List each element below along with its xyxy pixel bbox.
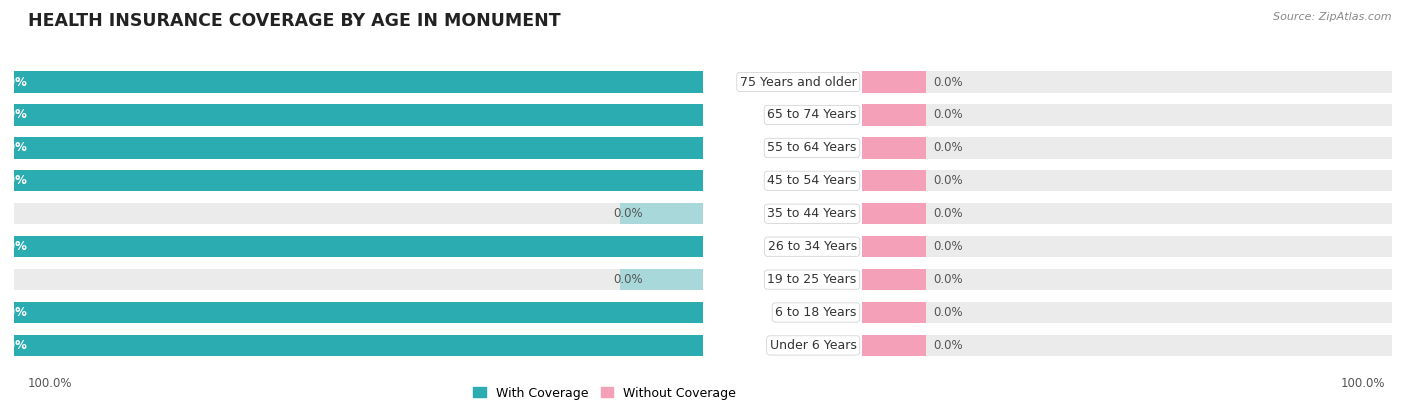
Text: 75 Years and older: 75 Years and older xyxy=(740,76,856,88)
Bar xyxy=(862,71,925,93)
Bar xyxy=(14,203,703,225)
Bar xyxy=(862,137,1392,159)
Bar xyxy=(14,269,703,290)
Bar xyxy=(862,71,1392,93)
Bar xyxy=(862,170,925,191)
Text: 0.0%: 0.0% xyxy=(934,207,963,220)
Text: 26 to 34 Years: 26 to 34 Years xyxy=(768,240,856,253)
Text: HEALTH INSURANCE COVERAGE BY AGE IN MONUMENT: HEALTH INSURANCE COVERAGE BY AGE IN MONU… xyxy=(28,12,561,30)
Bar xyxy=(862,137,925,159)
Bar xyxy=(14,302,703,323)
Text: Under 6 Years: Under 6 Years xyxy=(770,339,856,352)
Text: 0.0%: 0.0% xyxy=(613,273,643,286)
Bar xyxy=(14,137,703,159)
Bar xyxy=(620,269,703,290)
Text: 100.0%: 100.0% xyxy=(0,306,28,319)
Bar xyxy=(862,269,925,290)
Text: 100.0%: 100.0% xyxy=(0,142,28,154)
Text: 0.0%: 0.0% xyxy=(934,142,963,154)
Bar xyxy=(862,104,1392,126)
Text: 19 to 25 Years: 19 to 25 Years xyxy=(768,273,856,286)
Text: 0.0%: 0.0% xyxy=(934,240,963,253)
Text: 0.0%: 0.0% xyxy=(934,174,963,187)
Text: 100.0%: 100.0% xyxy=(0,339,28,352)
Bar xyxy=(862,203,925,225)
Text: 100.0%: 100.0% xyxy=(0,174,28,187)
Bar xyxy=(862,335,1392,356)
Bar xyxy=(862,236,1392,257)
Bar xyxy=(14,71,703,93)
Bar xyxy=(620,203,703,225)
Bar xyxy=(14,104,703,126)
Bar xyxy=(14,236,703,257)
Text: 0.0%: 0.0% xyxy=(934,76,963,88)
Text: 0.0%: 0.0% xyxy=(934,339,963,352)
Bar xyxy=(14,71,703,93)
Text: 6 to 18 Years: 6 to 18 Years xyxy=(775,306,856,319)
Text: 100.0%: 100.0% xyxy=(0,240,28,253)
Text: 0.0%: 0.0% xyxy=(934,273,963,286)
Text: 0.0%: 0.0% xyxy=(934,108,963,122)
Legend: With Coverage, Without Coverage: With Coverage, Without Coverage xyxy=(468,382,741,405)
Text: 55 to 64 Years: 55 to 64 Years xyxy=(768,142,856,154)
Bar xyxy=(862,302,925,323)
Bar xyxy=(862,170,1392,191)
Bar xyxy=(14,137,703,159)
Bar xyxy=(862,104,925,126)
Text: 35 to 44 Years: 35 to 44 Years xyxy=(768,207,856,220)
Bar xyxy=(862,269,1392,290)
Text: 100.0%: 100.0% xyxy=(1340,377,1385,390)
Bar xyxy=(14,236,703,257)
Bar xyxy=(862,302,1392,323)
Bar xyxy=(14,170,703,191)
Bar xyxy=(862,203,1392,225)
Text: 0.0%: 0.0% xyxy=(934,306,963,319)
Text: 0.0%: 0.0% xyxy=(613,207,643,220)
Bar xyxy=(14,302,703,323)
Text: Source: ZipAtlas.com: Source: ZipAtlas.com xyxy=(1274,12,1392,22)
Text: 100.0%: 100.0% xyxy=(0,76,28,88)
Text: 45 to 54 Years: 45 to 54 Years xyxy=(768,174,856,187)
Bar xyxy=(862,236,925,257)
Bar xyxy=(14,170,703,191)
Bar xyxy=(862,335,925,356)
Text: 65 to 74 Years: 65 to 74 Years xyxy=(768,108,856,122)
Text: 100.0%: 100.0% xyxy=(0,108,28,122)
Text: 100.0%: 100.0% xyxy=(28,377,73,390)
Bar xyxy=(14,335,703,356)
Bar xyxy=(14,104,703,126)
Bar xyxy=(14,335,703,356)
